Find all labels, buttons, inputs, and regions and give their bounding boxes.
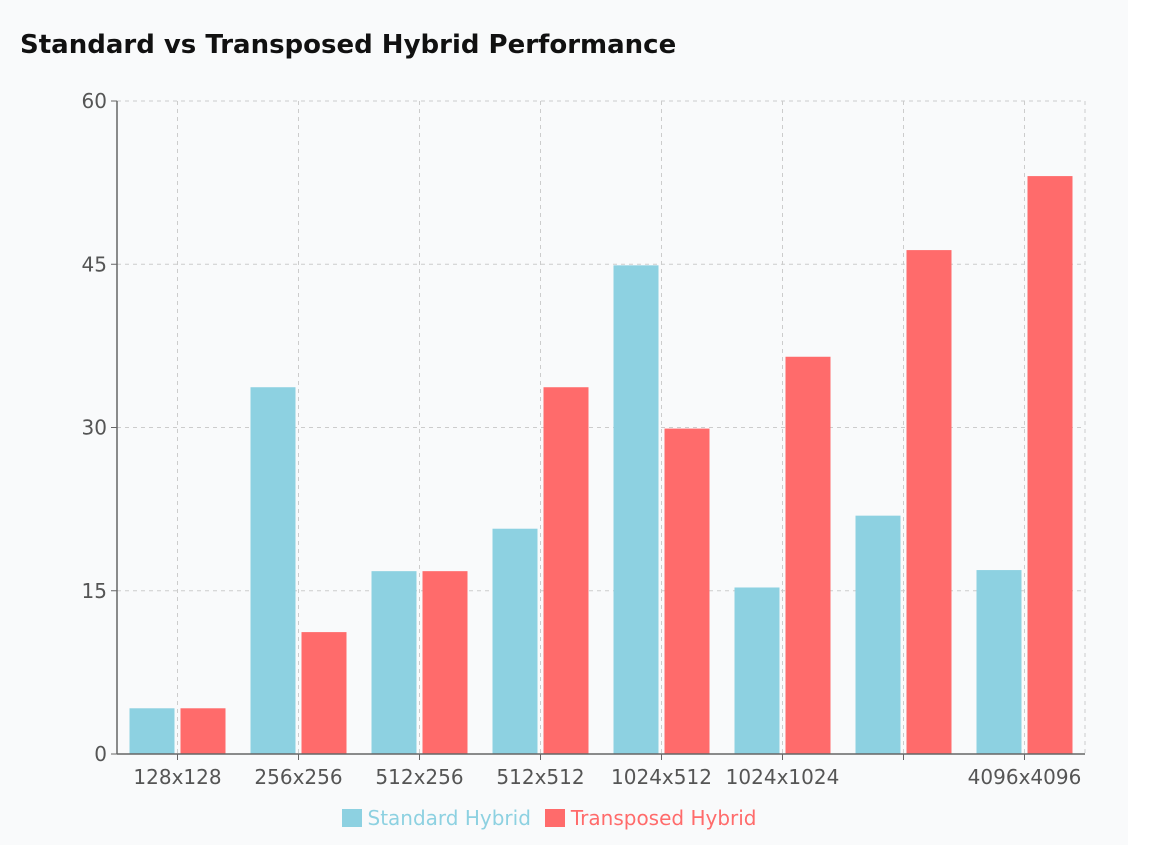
bar-standard-hybrid-2[interactable] bbox=[371, 571, 417, 754]
bar-standard-hybrid-0[interactable] bbox=[129, 708, 175, 754]
y-tick-label: 60 bbox=[82, 89, 107, 113]
bar-transposed-hybrid-6[interactable] bbox=[906, 250, 952, 754]
bar-transposed-hybrid-1[interactable] bbox=[301, 632, 347, 754]
legend-item-standard-hybrid[interactable]: Standard Hybrid bbox=[341, 806, 531, 830]
x-tick-label: 128x128 bbox=[133, 765, 221, 789]
x-tick-label: 512x256 bbox=[375, 765, 463, 789]
bar-chart: 0 15 30 45 60 128x128 256x256 512x256 512x512 10… bbox=[82, 89, 1086, 789]
bar-transposed-hybrid-7[interactable] bbox=[1027, 176, 1073, 755]
legend-item-transposed-hybrid[interactable]: Transposed Hybrid bbox=[544, 806, 757, 830]
chart-title: Standard vs Transposed Hybrid Performanc… bbox=[20, 30, 677, 60]
y-tick-label: 45 bbox=[82, 252, 107, 276]
bar-standard-hybrid-7[interactable] bbox=[976, 570, 1022, 754]
x-tick-label: 1024x1024 bbox=[726, 765, 840, 789]
bar-standard-hybrid-3[interactable] bbox=[492, 528, 538, 754]
y-tick-label: 15 bbox=[82, 579, 107, 603]
legend-swatch-transposed-hybrid bbox=[544, 809, 565, 827]
bar-transposed-hybrid-3[interactable] bbox=[543, 387, 589, 754]
bar-transposed-hybrid-0[interactable] bbox=[180, 708, 226, 754]
legend-swatch-standard-hybrid bbox=[341, 809, 362, 827]
y-tick-label: 0 bbox=[94, 742, 107, 766]
x-tick-label: 4096x4096 bbox=[968, 765, 1082, 789]
bar-transposed-hybrid-2[interactable] bbox=[422, 571, 468, 754]
bars bbox=[129, 176, 1073, 755]
bar-standard-hybrid-6[interactable] bbox=[855, 515, 901, 754]
x-tick-label: 512x512 bbox=[496, 765, 584, 789]
bar-standard-hybrid-1[interactable] bbox=[250, 387, 296, 754]
x-axis-ticks: 128x128 256x256 512x256 512x512 1024x512 1024… bbox=[133, 754, 1081, 789]
bar-standard-hybrid-5[interactable] bbox=[734, 587, 780, 754]
legend: Standard Hybrid Transposed Hybrid bbox=[0, 806, 1098, 830]
legend-label-standard-hybrid: Standard Hybrid bbox=[367, 806, 531, 830]
chart-panel: Standard vs Transposed Hybrid Performanc… bbox=[0, 30, 1098, 830]
legend-label-transposed-hybrid: Transposed Hybrid bbox=[570, 806, 757, 830]
bar-standard-hybrid-4[interactable] bbox=[613, 265, 659, 754]
x-tick-label: 256x256 bbox=[254, 765, 342, 789]
y-axis-ticks: 0 15 30 45 60 bbox=[82, 89, 117, 766]
x-tick-label: 1024x512 bbox=[611, 765, 712, 789]
bar-transposed-hybrid-4[interactable] bbox=[664, 428, 710, 754]
bar-transposed-hybrid-5[interactable] bbox=[785, 356, 831, 754]
y-tick-label: 30 bbox=[82, 416, 107, 440]
